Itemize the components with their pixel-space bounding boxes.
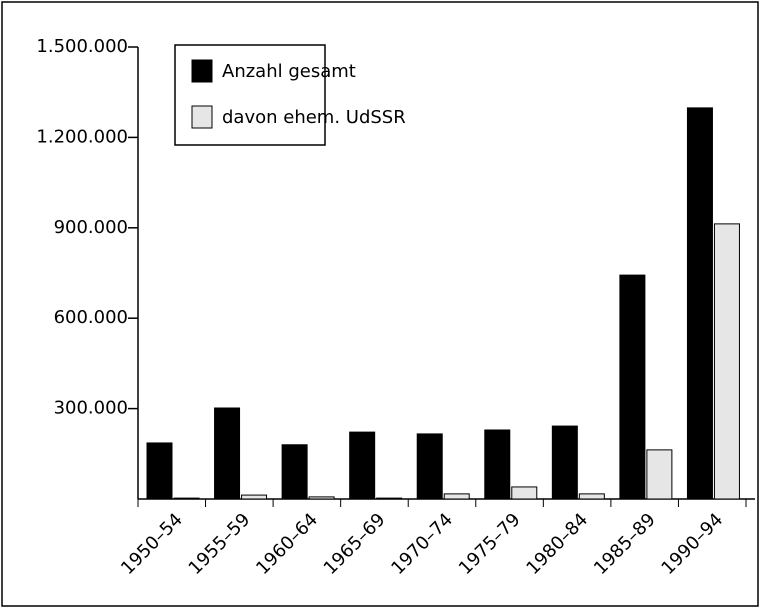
bar [416, 433, 443, 500]
bar [551, 425, 578, 500]
bar [376, 497, 403, 500]
bar [713, 223, 740, 500]
bar [484, 429, 511, 500]
bar [281, 444, 308, 500]
bar [578, 493, 605, 500]
bar [214, 407, 241, 500]
bar [443, 493, 470, 500]
bar [308, 496, 335, 500]
legend-label: davon ehem. UdSSR [222, 107, 406, 128]
legend-swatch [191, 105, 213, 129]
y-tick-label: 1.500.000 [36, 36, 128, 57]
bar [146, 442, 173, 500]
legend-label: Anzahl gesamt [222, 61, 356, 82]
bar [173, 497, 200, 500]
y-tick-label: 600.000 [54, 307, 128, 328]
bar [349, 431, 376, 500]
legend-swatch [191, 59, 213, 83]
bar [511, 486, 538, 500]
bar [646, 449, 673, 500]
y-tick-label: 1.200.000 [36, 126, 128, 147]
bar [241, 494, 268, 500]
y-tick-label: 900.000 [54, 217, 128, 238]
bar [619, 274, 646, 500]
bar [686, 107, 713, 500]
y-tick-label: 300.000 [54, 398, 128, 419]
